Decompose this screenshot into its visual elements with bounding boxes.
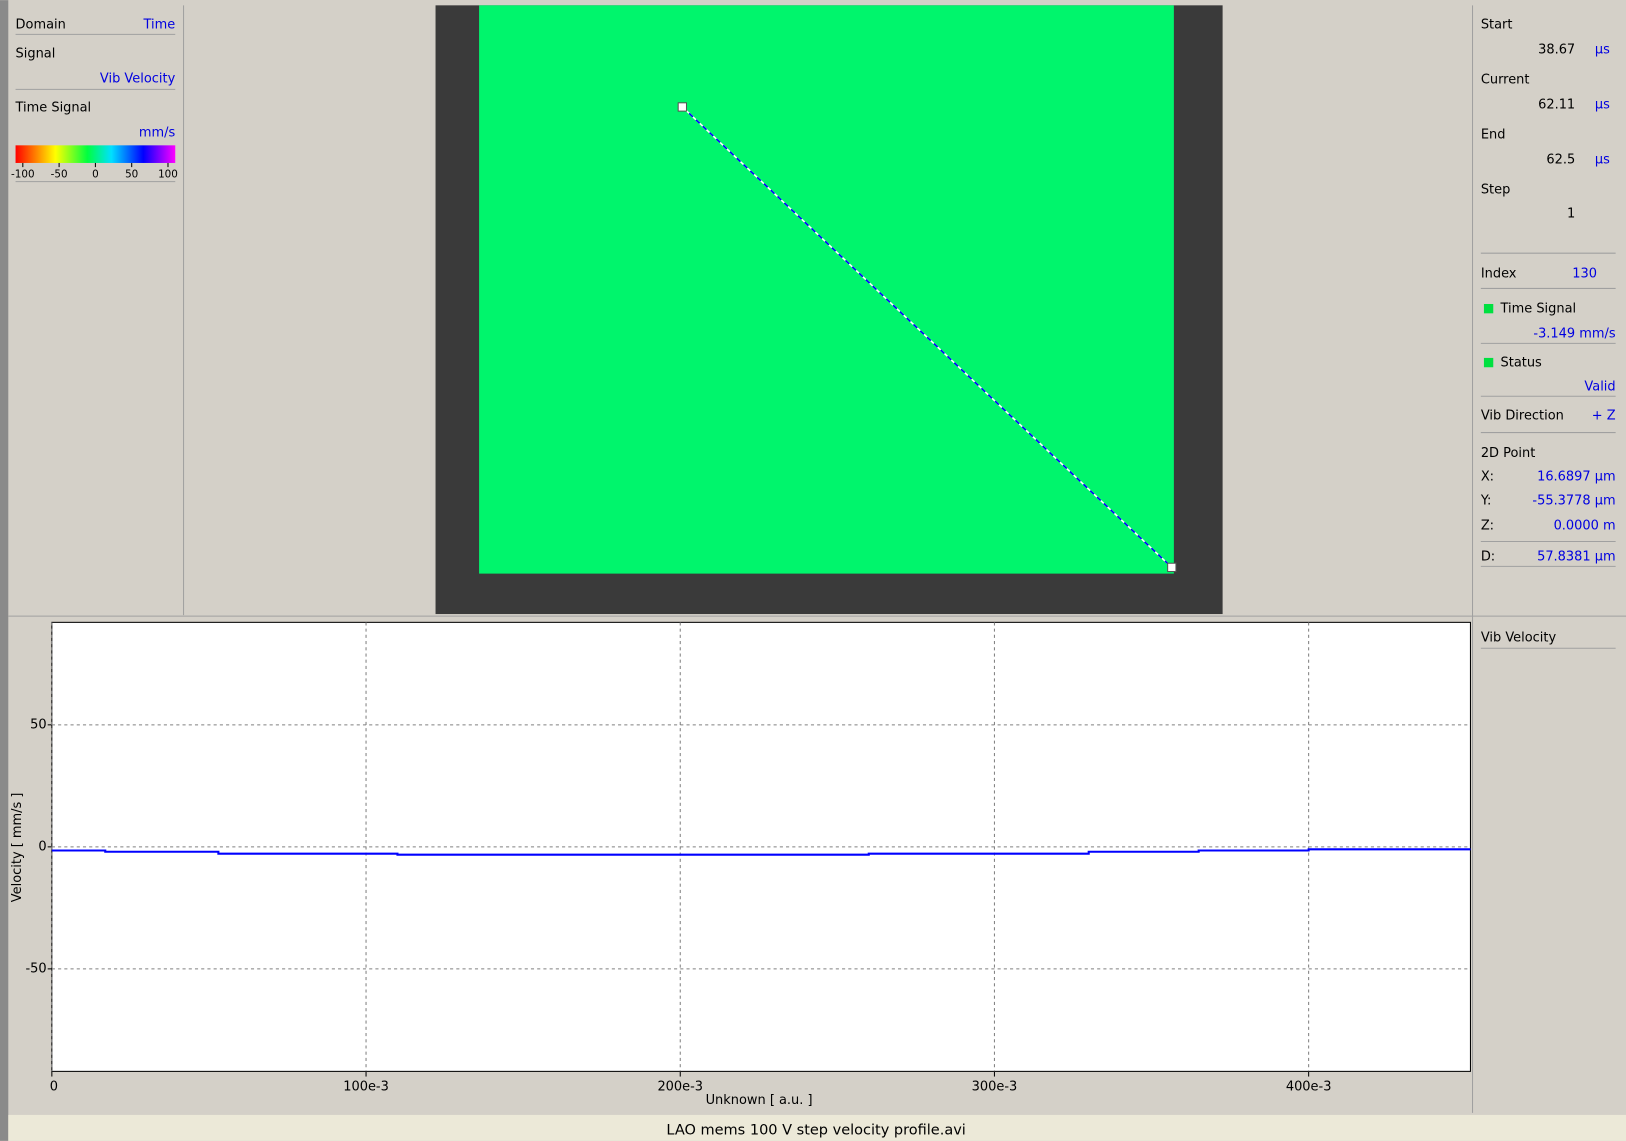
x-tick-label: 100e-3: [343, 1079, 389, 1094]
left-edge: [0, 0, 9, 1141]
status-indicator: [1483, 357, 1494, 368]
y-tick-label: 50: [30, 717, 46, 732]
x-tick-label: 300e-3: [972, 1079, 1018, 1094]
colorbar-tick-label: 50: [125, 168, 138, 180]
label: Time Signal: [1500, 302, 1577, 317]
y-tick-label: -50: [25, 961, 46, 976]
label: X:: [1481, 470, 1494, 485]
value: -55.3778 µm: [1532, 494, 1615, 509]
label: Step: [1481, 182, 1511, 197]
scan-point[interactable]: [677, 102, 688, 112]
value: 0.0000 m: [1554, 518, 1616, 533]
scan-line-dash: [681, 106, 1173, 568]
footer-title: LAO mems 100 V step velocity profile.avi: [666, 1122, 965, 1138]
y-tick-label: 0: [38, 839, 46, 854]
label: Signal: [16, 47, 56, 62]
label: Z:: [1481, 518, 1494, 533]
value[interactable]: Time: [143, 18, 176, 33]
value[interactable]: 62.11: [1538, 97, 1575, 112]
value: 57.8381 µm: [1537, 550, 1616, 565]
label: Time Signal: [15, 101, 92, 116]
label: Y:: [1480, 494, 1492, 509]
x-tick-label: 0: [50, 1079, 58, 1094]
label: Status: [1501, 356, 1543, 371]
x-tick-label: 200e-3: [657, 1079, 703, 1094]
unit: µs: [1595, 97, 1610, 112]
value[interactable]: 38.67: [1538, 42, 1575, 57]
label: Index: [1481, 266, 1517, 281]
label: Current: [1481, 73, 1530, 88]
value: -3.149 mm/s: [1533, 327, 1615, 342]
scan-point[interactable]: [1167, 562, 1177, 573]
colorbar: [15, 145, 176, 163]
value: Valid: [1584, 379, 1615, 394]
colorbar-tick-label: 100: [158, 168, 178, 180]
status-indicator: [1483, 303, 1494, 314]
value[interactable]: 1: [1567, 206, 1575, 221]
value[interactable]: Vib Velocity: [100, 71, 176, 86]
x-axis-label: Unknown [ a.u. ]: [706, 1093, 813, 1108]
label: 2D Point: [1481, 446, 1536, 461]
legend-entry: Vib Velocity: [1481, 630, 1557, 645]
velocity-map: [479, 5, 1174, 574]
colorbar-tick-label: -100: [11, 168, 35, 180]
colorbar-tick-label: -50: [51, 168, 68, 180]
value[interactable]: 62.5: [1546, 152, 1575, 167]
colorbar-tick-label: 0: [92, 168, 99, 180]
label: Vib Direction: [1481, 408, 1564, 423]
x-tick-label: 400e-3: [1286, 1079, 1332, 1094]
label: End: [1481, 127, 1506, 142]
label: D:: [1481, 550, 1495, 565]
unit: µs: [1595, 42, 1610, 57]
label: Start: [1481, 18, 1513, 33]
unit: µs: [1595, 152, 1610, 167]
footer: [8, 1114, 1626, 1141]
value[interactable]: mm/s: [139, 125, 176, 140]
value[interactable]: + Z: [1592, 408, 1616, 423]
y-axis-label: Velocity [ mm/s ]: [10, 793, 25, 903]
data-line: [51, 848, 1471, 856]
label: Domain: [16, 18, 66, 33]
value[interactable]: 130: [1572, 266, 1597, 281]
value: 16.6897 µm: [1537, 470, 1616, 485]
